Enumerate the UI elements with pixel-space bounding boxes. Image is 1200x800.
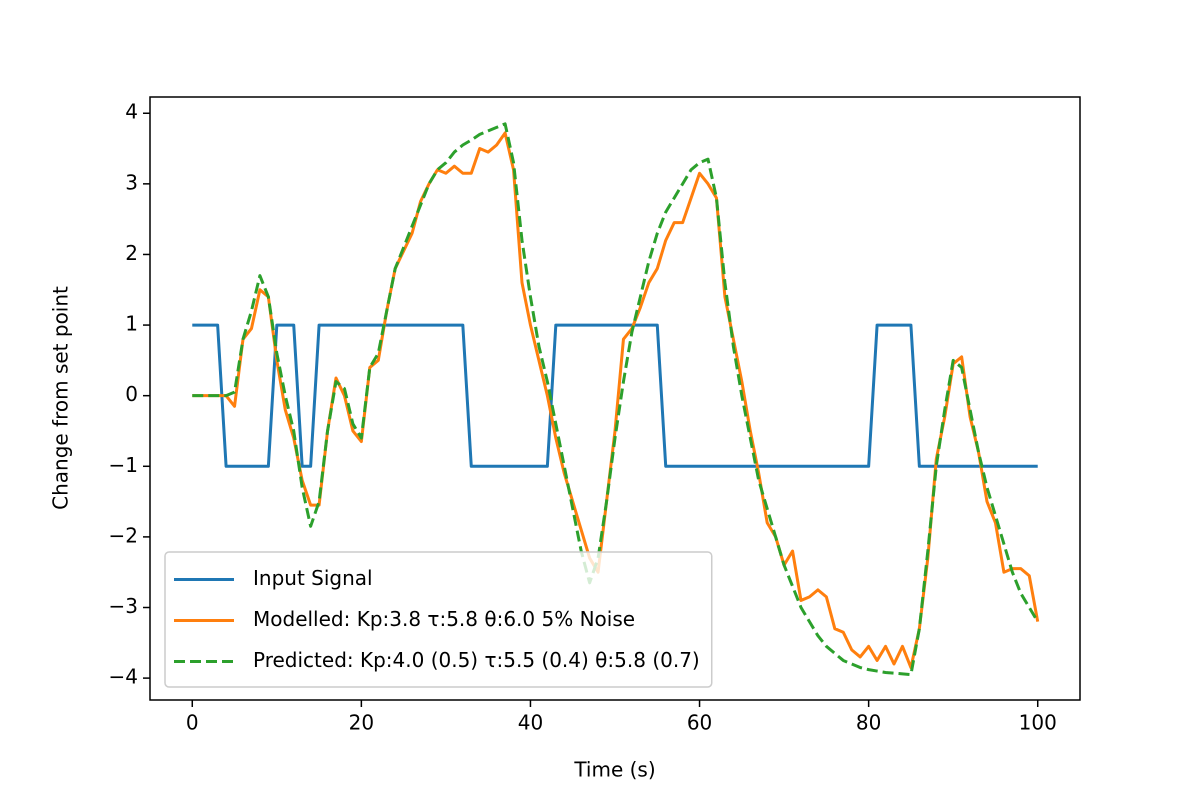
x-tick-label: 80 [856, 711, 881, 735]
x-axis-label: Time (s) [573, 758, 655, 782]
x-tick-label: 0 [186, 711, 199, 735]
y-tick-label: 2 [125, 241, 138, 265]
x-tick-label: 40 [518, 711, 543, 735]
y-tick-label: 1 [125, 312, 138, 336]
legend-label: Input Signal [253, 566, 373, 590]
y-axis-label: Change from set point [49, 286, 73, 510]
x-tick-label: 100 [1019, 711, 1057, 735]
y-tick-label: −1 [109, 453, 138, 477]
y-tick-label: −4 [109, 665, 138, 689]
legend-label: Modelled: Kp:3.8 τ:5.8 θ:6.0 5% Noise [253, 607, 635, 631]
x-tick-label: 60 [687, 711, 712, 735]
y-tick-label: 3 [125, 170, 138, 194]
y-tick-label: 0 [125, 382, 138, 406]
y-tick-label: −2 [109, 523, 138, 547]
legend-label: Predicted: Kp:4.0 (0.5) τ:5.5 (0.4) θ:5.… [253, 648, 700, 672]
legend: Input Signal Modelled: Kp:3.8 τ:5.8 θ:6.0… [164, 551, 713, 688]
x-tick-label: 20 [349, 711, 374, 735]
series-line [192, 323, 1038, 468]
plot-frame [149, 96, 1081, 701]
y-tick-label: 4 [125, 100, 138, 124]
legend-box [164, 551, 713, 688]
y-tick-label: −3 [109, 594, 138, 618]
series-line [192, 122, 1040, 677]
